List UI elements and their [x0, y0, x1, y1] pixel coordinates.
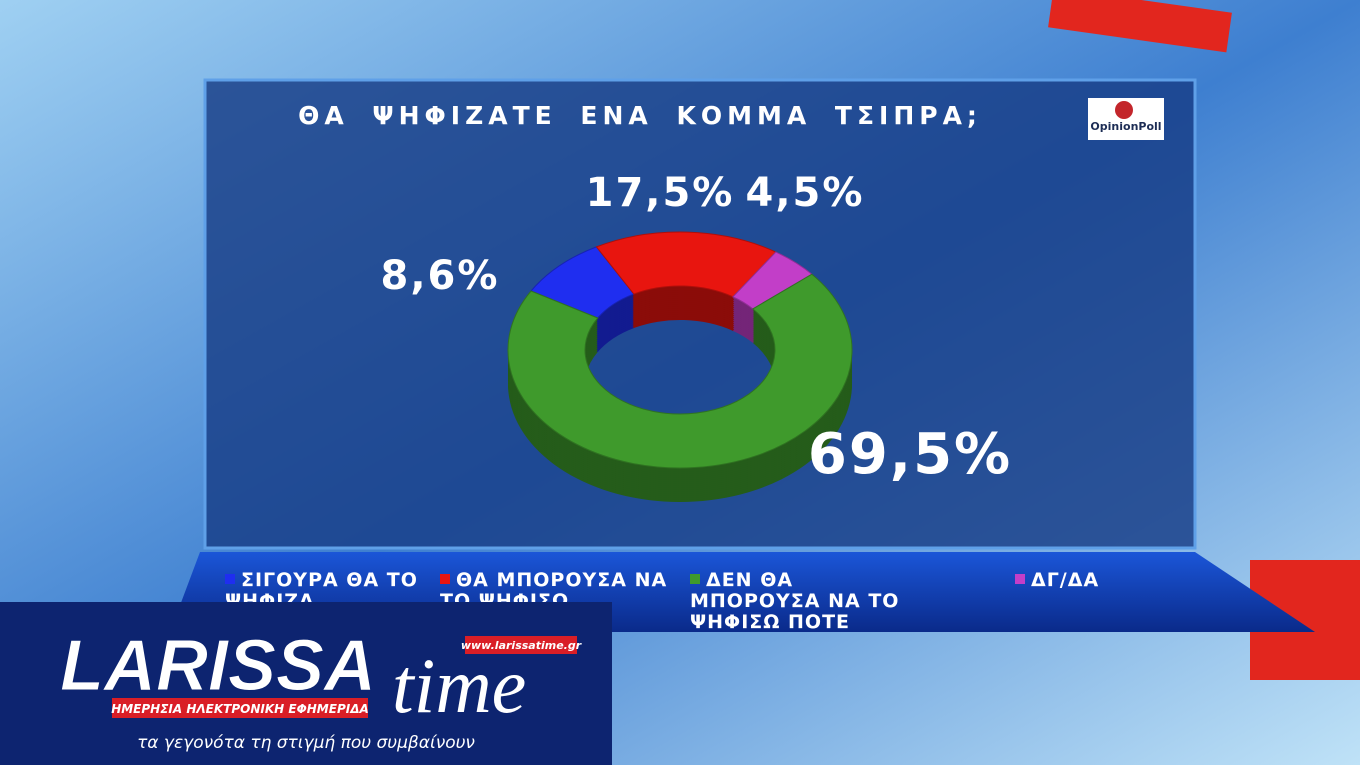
value-label: 8,6%	[381, 253, 500, 299]
legend-entry: ΔΕΝ ΘΑ ΜΠΟΡΟΥΣΑ ΝΑ ΤΟ ΨΗΦΙΣΩ ΠΟΤΕ	[690, 570, 920, 633]
logo-box	[0, 602, 612, 765]
legend-swatch	[690, 574, 700, 584]
logo-url: www.larissatime.gr	[461, 639, 582, 652]
subtitle-box	[112, 698, 368, 718]
legend-swatch	[225, 574, 235, 584]
donut: 8,6% 17,5% 69,5% 4,5%	[381, 170, 1012, 502]
source-icon	[1115, 101, 1133, 119]
chart-title: ΘΑ ΨΗΦΙΖΑΤΕ ΕΝΑ ΚΟΜΜΑ ΤΣΙΠΡΑ;	[298, 101, 982, 130]
value-label: 17,5%	[586, 170, 735, 216]
url-box	[465, 636, 577, 654]
logo-subtitle: ΗΜΕΡΗΣΙΑ ΗΛΕΚΤΡΟΝΙΚΗ ΕΦΗΜΕΡΙΔΑ	[111, 702, 369, 716]
logo-slogan: τα γεγονότα τη στιγμή που συμβαίνουν	[137, 733, 475, 753]
source: OpinionPoll	[1090, 120, 1161, 133]
legend-swatch	[440, 574, 450, 584]
slice	[595, 231, 777, 298]
value-label: 69,5%	[808, 422, 1012, 487]
logo-name2: time	[392, 642, 526, 729]
legend-label: ΔΕΝ ΘΑ ΜΠΟΡΟΥΣΑ ΝΑ ΤΟ ΨΗΦΙΣΩ ΠΟΤΕ	[690, 569, 900, 633]
slice	[507, 273, 853, 469]
legend-label: ΔΓ/ΔΑ	[1031, 569, 1100, 591]
legend-entry: ΔΓ/ΔΑ	[1015, 570, 1245, 591]
logo-name: LARISSA	[60, 626, 376, 706]
legend-swatch	[1015, 574, 1025, 584]
decor	[1048, 0, 1232, 53]
value-label: 4,5%	[746, 170, 865, 216]
